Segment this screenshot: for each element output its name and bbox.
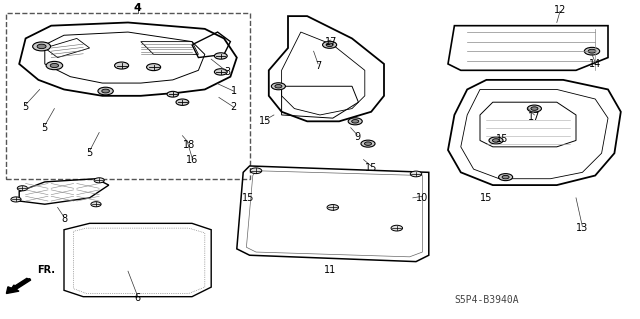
Circle shape — [499, 174, 513, 181]
Circle shape — [46, 61, 63, 70]
Text: 2: 2 — [230, 102, 237, 112]
Text: 15: 15 — [496, 134, 509, 144]
Circle shape — [326, 43, 333, 47]
Circle shape — [98, 87, 113, 95]
FancyArrow shape — [6, 278, 31, 293]
Circle shape — [493, 139, 499, 142]
Circle shape — [250, 168, 262, 174]
Circle shape — [352, 120, 359, 123]
Circle shape — [271, 83, 285, 90]
Text: 4: 4 — [134, 3, 141, 13]
Circle shape — [176, 99, 189, 105]
Text: 18: 18 — [182, 140, 195, 150]
Circle shape — [361, 140, 375, 147]
Text: FR.: FR. — [37, 265, 55, 275]
Circle shape — [214, 53, 227, 59]
Circle shape — [489, 137, 503, 144]
Text: 15: 15 — [259, 116, 272, 126]
Circle shape — [37, 44, 46, 48]
Circle shape — [94, 178, 104, 183]
Circle shape — [588, 49, 596, 53]
Circle shape — [214, 69, 227, 75]
Text: 12: 12 — [554, 5, 566, 15]
Circle shape — [102, 89, 109, 93]
Circle shape — [584, 47, 600, 55]
Circle shape — [348, 118, 362, 125]
Circle shape — [115, 62, 129, 69]
Circle shape — [147, 63, 161, 70]
Text: 17: 17 — [324, 37, 337, 47]
Text: 5: 5 — [86, 148, 93, 158]
Text: 15: 15 — [480, 193, 493, 203]
Circle shape — [11, 197, 21, 202]
Text: 15: 15 — [365, 163, 378, 173]
Circle shape — [527, 105, 541, 112]
Circle shape — [51, 63, 59, 68]
Text: 7: 7 — [315, 61, 321, 70]
Text: 11: 11 — [323, 264, 336, 275]
Text: 13: 13 — [576, 223, 589, 233]
Circle shape — [323, 41, 337, 48]
Text: 17: 17 — [528, 112, 541, 122]
Circle shape — [502, 175, 509, 179]
Text: 5: 5 — [42, 123, 48, 133]
Text: 15: 15 — [242, 193, 255, 203]
Circle shape — [17, 186, 28, 191]
Circle shape — [365, 142, 371, 145]
Circle shape — [531, 107, 538, 110]
Text: 5: 5 — [22, 102, 29, 112]
Text: 1: 1 — [230, 86, 237, 96]
Text: 9: 9 — [354, 132, 360, 142]
Circle shape — [91, 202, 101, 207]
Circle shape — [33, 42, 51, 51]
Circle shape — [327, 204, 339, 210]
Circle shape — [167, 91, 179, 97]
Circle shape — [410, 171, 422, 177]
Text: 3: 3 — [224, 67, 230, 77]
Text: S5P4-B3940A: S5P4-B3940A — [454, 295, 518, 305]
Text: 4: 4 — [134, 3, 141, 13]
Circle shape — [275, 85, 282, 88]
Text: 10: 10 — [416, 193, 429, 203]
Text: 16: 16 — [186, 155, 198, 165]
Text: 6: 6 — [134, 293, 141, 303]
Text: 8: 8 — [61, 213, 67, 224]
Circle shape — [391, 225, 403, 231]
Text: 14: 14 — [589, 59, 602, 69]
